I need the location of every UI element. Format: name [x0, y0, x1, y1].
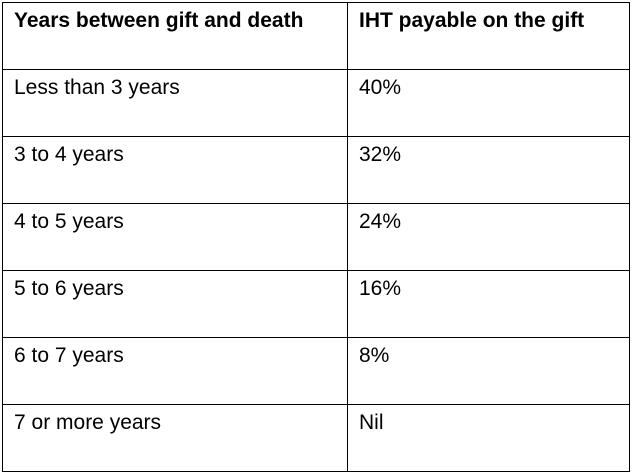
cell-iht: 24%	[347, 203, 630, 271]
cell-iht: 32%	[347, 136, 630, 204]
cell-years: 6 to 7 years	[2, 337, 348, 405]
cell-years: 4 to 5 years	[2, 203, 348, 271]
cell-years: Less than 3 years	[2, 69, 348, 137]
cell-iht: Nil	[347, 404, 630, 472]
table-row: 3 to 4 years 32%	[2, 136, 630, 204]
cell-iht: 16%	[347, 270, 630, 338]
cell-years: 5 to 6 years	[2, 270, 348, 338]
table-header-row: Years between gift and death IHT payable…	[2, 2, 630, 70]
cell-iht: 8%	[347, 337, 630, 405]
table-row: 4 to 5 years 24%	[2, 203, 630, 271]
table-row: 7 or more years Nil	[2, 404, 630, 472]
header-years: Years between gift and death	[2, 2, 348, 70]
cell-iht: 40%	[347, 69, 630, 137]
cell-years: 7 or more years	[2, 404, 348, 472]
table-row: 6 to 7 years 8%	[2, 337, 630, 405]
table-row: 5 to 6 years 16%	[2, 270, 630, 338]
header-iht-payable: IHT payable on the gift	[347, 2, 630, 70]
cell-years: 3 to 4 years	[2, 136, 348, 204]
table-row: Less than 3 years 40%	[2, 69, 630, 137]
